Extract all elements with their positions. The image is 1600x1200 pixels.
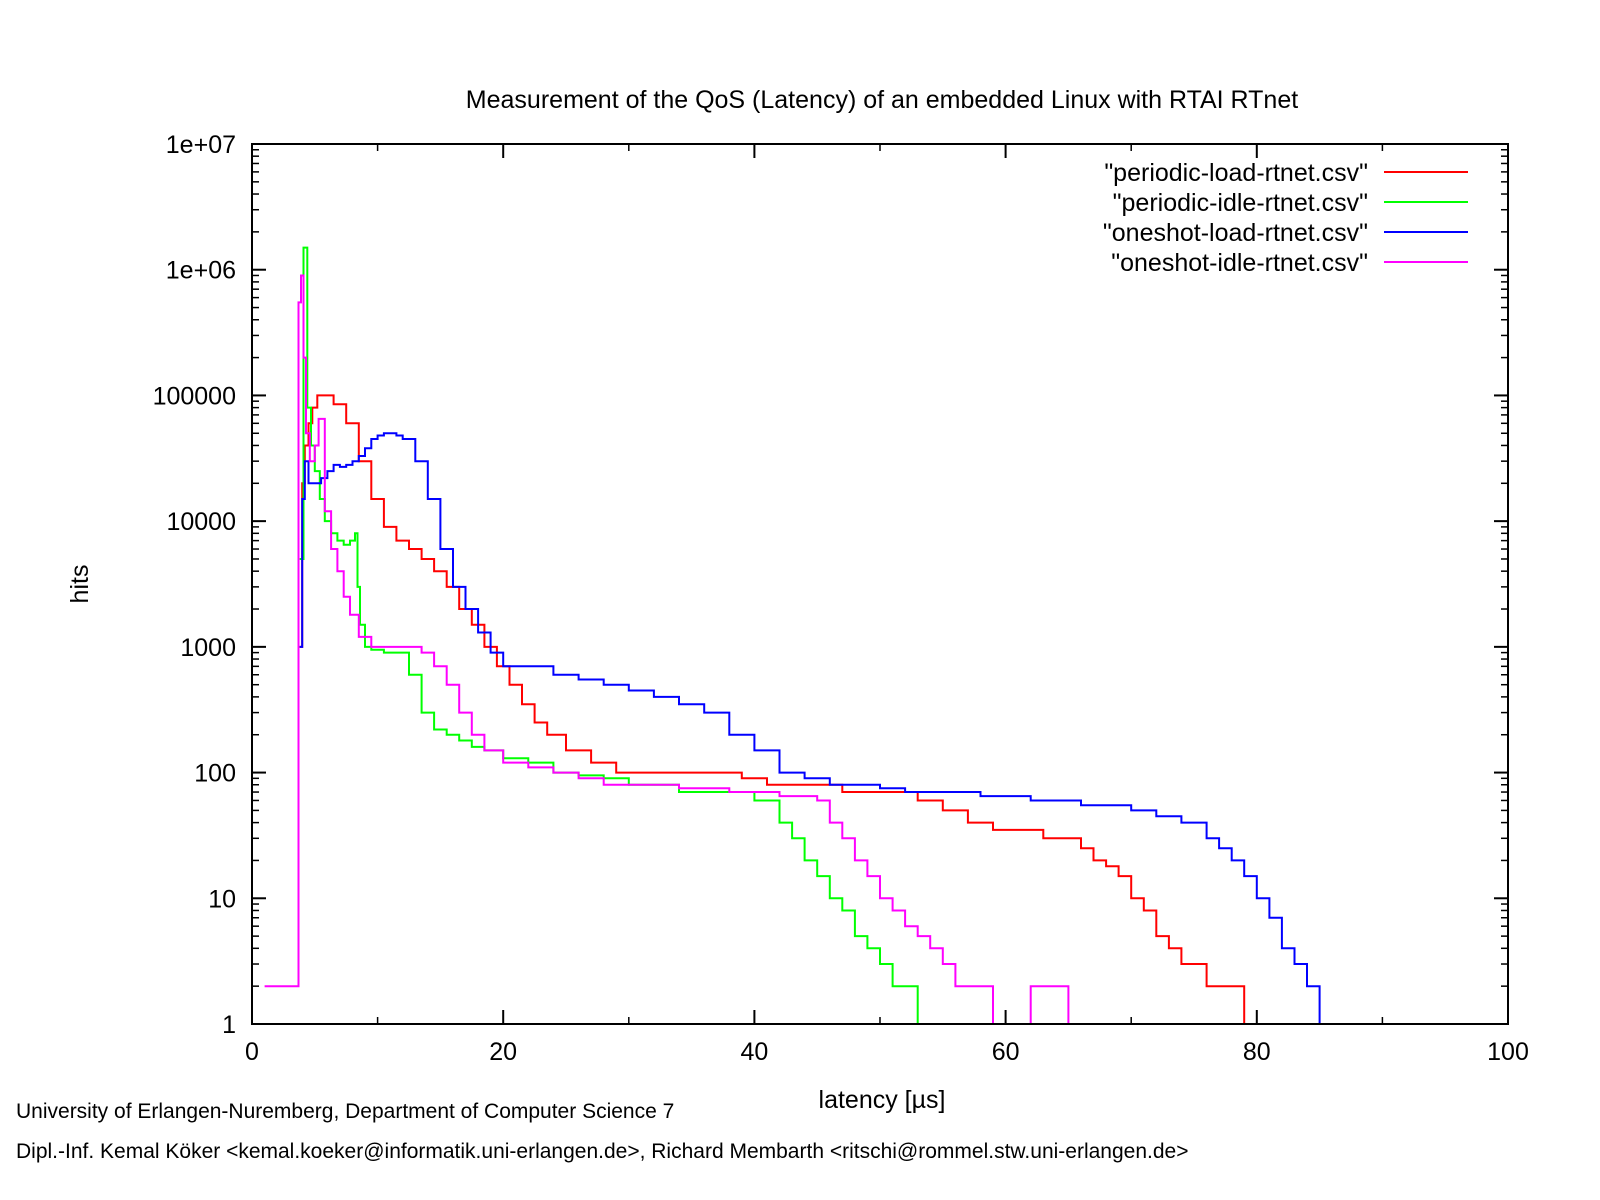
footer-authors: Dipl.-Inf. Kemal Köker <kemal.koeker@inf… xyxy=(16,1140,1189,1163)
y-tick-label: 10 xyxy=(208,885,236,913)
x-tick-label: 60 xyxy=(992,1038,1020,1066)
legend-label-4: "oneshot-idle-rtnet.csv" xyxy=(1111,249,1368,277)
series-line-1 xyxy=(299,394,1246,1024)
y-tick-label: 100000 xyxy=(153,382,236,410)
legend-label-1: "periodic-load-rtnet.csv" xyxy=(1104,159,1368,187)
y-tick-label: 1 xyxy=(222,1011,236,1039)
x-axis-label: latency [µs] xyxy=(819,1086,946,1114)
y-tick-label: 1000 xyxy=(180,634,236,662)
legend-label-2: "periodic-idle-rtnet.csv" xyxy=(1113,189,1368,217)
x-tick-label: 20 xyxy=(489,1038,517,1066)
chart-title: Measurement of the QoS (Latency) of an e… xyxy=(466,86,1298,114)
y-tick-label: 100 xyxy=(194,760,236,788)
x-tick-label: 80 xyxy=(1243,1038,1271,1066)
x-tick-label: 40 xyxy=(740,1038,768,1066)
y-tick-label: 1e+07 xyxy=(166,131,236,159)
y-tick-label: 10000 xyxy=(166,508,236,536)
legend: "periodic-load-rtnet.csv""periodic-idle-… xyxy=(1103,159,1468,277)
y-tick-label: 1e+06 xyxy=(166,257,236,285)
series-line-4 xyxy=(264,274,1070,1025)
series-line-2 xyxy=(299,246,943,1025)
x-axis: 0 20 40 60 80 100 xyxy=(245,144,1529,1066)
y-axis: 1 10 100 1000 10000 100000 1e+06 1e+07 xyxy=(153,131,1508,1039)
y-axis-label: hits xyxy=(66,565,94,604)
x-tick-label: 100 xyxy=(1487,1038,1529,1066)
footer-affiliation: University of Erlangen-Nuremberg, Depart… xyxy=(16,1100,675,1123)
series-line-3 xyxy=(299,432,1321,1024)
legend-label-3: "oneshot-load-rtnet.csv" xyxy=(1103,219,1368,247)
x-tick-label: 0 xyxy=(245,1038,259,1066)
